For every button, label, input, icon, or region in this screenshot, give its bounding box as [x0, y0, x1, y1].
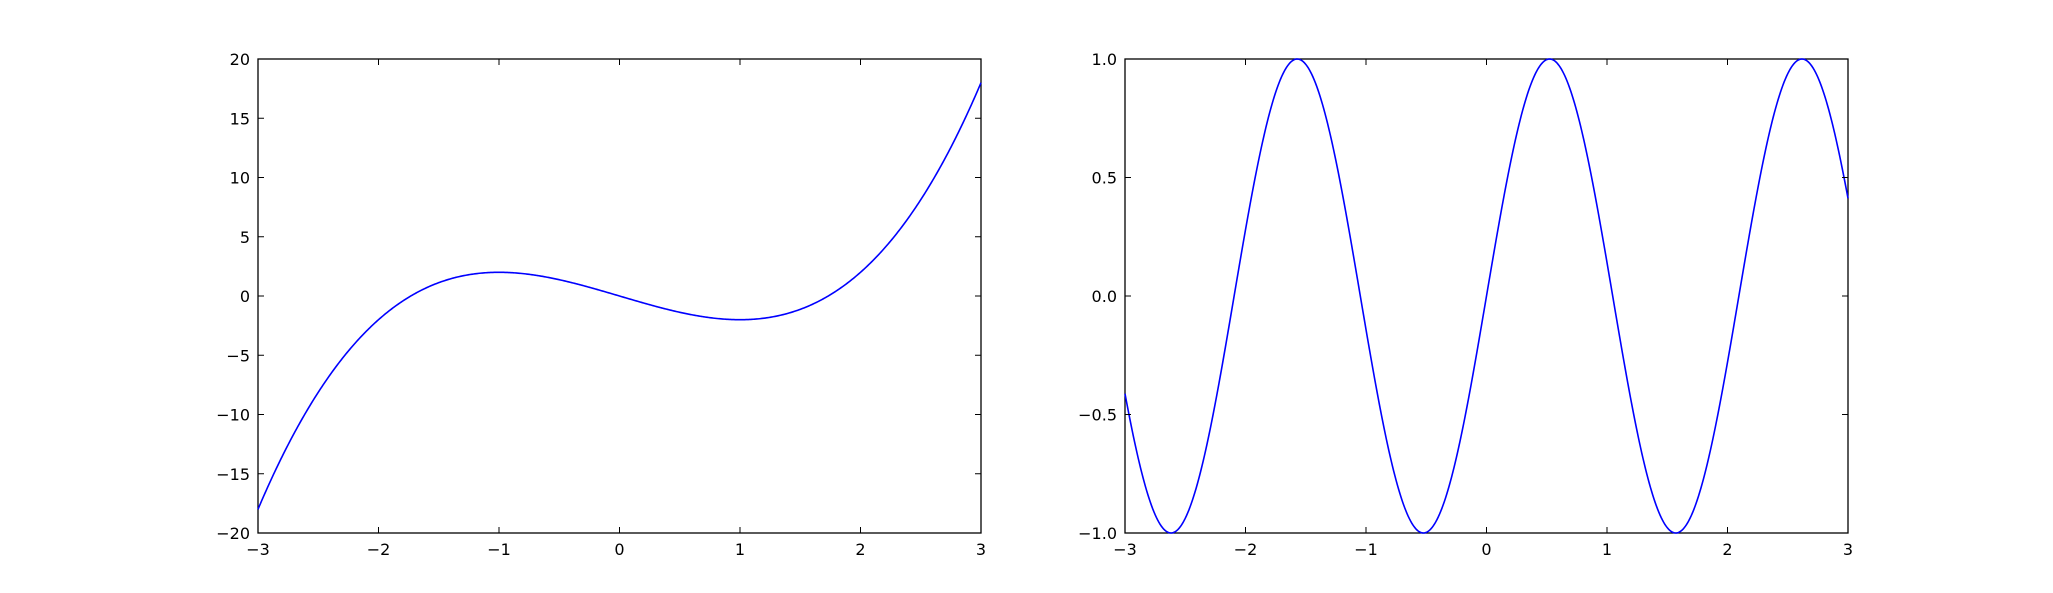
- left-x-tick-label: 0: [614, 540, 624, 559]
- left-y-tick-label: 20: [230, 50, 250, 69]
- left-y-tick-label: −10: [216, 406, 250, 425]
- right-x-tick-label: −3: [1113, 540, 1137, 559]
- left-x-tick-label: 2: [855, 540, 865, 559]
- left-y-tick-label: −15: [216, 465, 250, 484]
- left-x-tick-label: −2: [367, 540, 391, 559]
- right-chart: −3 −2 −1 0 1 2 3 −1.0 −0.5 0.0 0.5 1.0: [1078, 50, 1853, 559]
- right-x-tick-label: 0: [1481, 540, 1491, 559]
- left-y-tick-label: 10: [230, 169, 250, 188]
- left-x-tick-label: 1: [735, 540, 745, 559]
- left-x-tick-label: 3: [976, 540, 986, 559]
- right-x-tick-label: 1: [1602, 540, 1612, 559]
- left-y-tick-label: 5: [240, 228, 250, 247]
- right-y-tick-label: 0.0: [1092, 287, 1117, 306]
- left-x-tick-label: −3: [246, 540, 270, 559]
- right-x-tick-label: 3: [1843, 540, 1853, 559]
- right-series-line-0: [1124, 58, 1849, 534]
- left-y-tick-label: −5: [226, 346, 250, 365]
- left-x-tick-label: −1: [487, 540, 511, 559]
- left-y-tick-label: 0: [240, 287, 250, 306]
- right-y-tick-label: −0.5: [1078, 406, 1117, 425]
- right-x-tick-label: 2: [1722, 540, 1732, 559]
- left-y-tick-label: 15: [230, 109, 250, 128]
- right-x-tick-label: −1: [1354, 540, 1378, 559]
- left-y-tick-label: −20: [216, 524, 250, 543]
- right-y-tick-label: 0.5: [1092, 169, 1117, 188]
- right-x-tick-label: −2: [1234, 540, 1258, 559]
- right-y-tick-label: −1.0: [1078, 524, 1117, 543]
- right-y-tick-label: 1.0: [1092, 50, 1117, 69]
- left-series-line-0: [257, 82, 982, 510]
